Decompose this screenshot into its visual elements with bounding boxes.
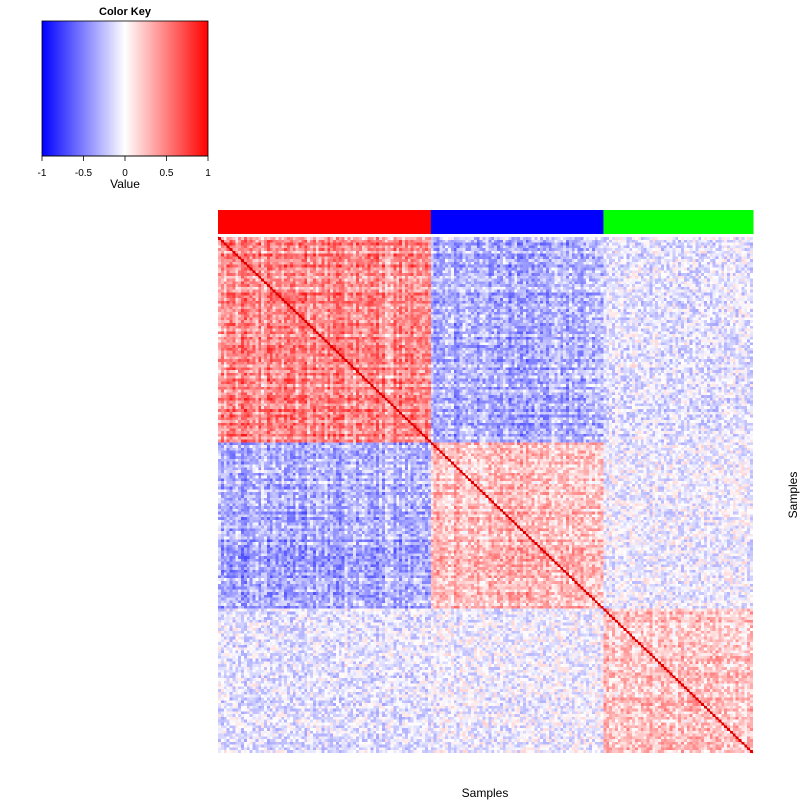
color-key-xlabel: Value <box>110 177 140 191</box>
column-side-color-bar <box>218 210 754 234</box>
heatmap-diagonal <box>217 236 754 754</box>
color-key: Color Key -1 -0.5 0 0.5 1 Value <box>38 6 212 191</box>
x-axis-label: Samples <box>462 786 509 800</box>
color-key-gradient <box>42 21 208 156</box>
y-axis-label: Samples <box>786 472 800 519</box>
color-key-axis: -1 -0.5 0 0.5 1 <box>38 155 211 179</box>
group-bar-segment-3 <box>603 210 754 234</box>
color-key-tick-label: 0.5 <box>160 168 174 179</box>
color-key-tick-label: -0.5 <box>75 168 93 179</box>
color-key-tick-label: 1 <box>205 168 211 179</box>
color-key-tick-label: -1 <box>38 168 47 179</box>
color-key-title: Color Key <box>99 6 152 18</box>
group-bar-segment-2 <box>430 210 604 234</box>
group-bar-segment-1 <box>218 210 432 234</box>
heatmap-area <box>217 236 754 754</box>
color-key-tick-label: 0 <box>122 168 128 179</box>
